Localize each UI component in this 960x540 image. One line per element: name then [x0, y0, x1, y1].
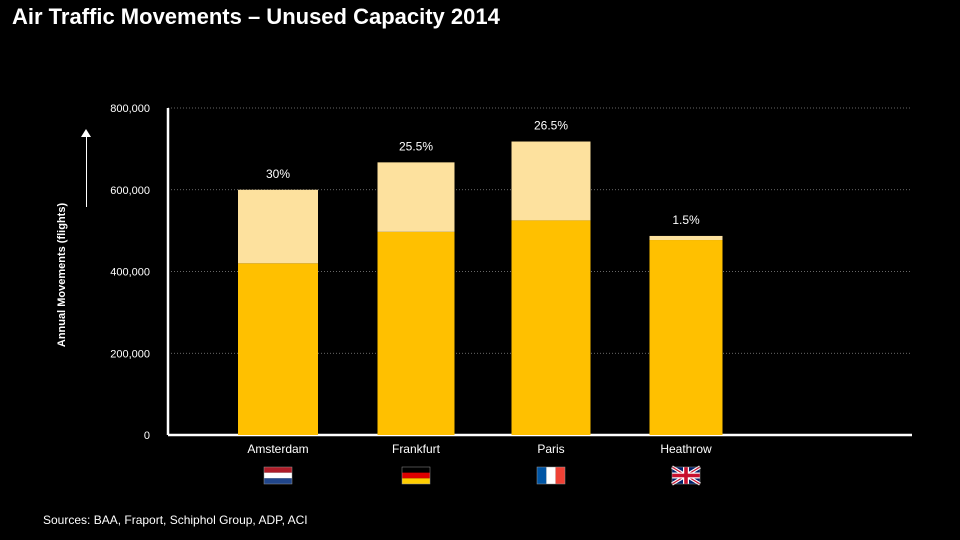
bar-unused	[511, 141, 591, 221]
bar-used	[511, 220, 591, 435]
uk-flag-icon	[671, 465, 701, 486]
bar-used	[377, 231, 455, 435]
chart-title: Air Traffic Movements – Unused Capacity …	[12, 4, 500, 29]
category-label: Amsterdam	[247, 442, 308, 456]
bar-used	[238, 263, 318, 435]
y-tick-label: 200,000	[110, 348, 150, 360]
netherlands-flag-icon	[263, 466, 293, 485]
sources-note: Sources: BAA, Fraport, Schiphol Group, A…	[43, 513, 308, 527]
data-label: 25.5%	[399, 139, 433, 153]
y-tick-label: 0	[144, 430, 150, 442]
y-tick-label: 400,000	[110, 267, 150, 279]
data-label: 30%	[266, 167, 290, 181]
chart: 0 200,000 400,000 600,000 800,000 30% Amsterda…	[110, 103, 912, 486]
bar-unused	[238, 189, 318, 264]
y-tick-label: 800,000	[110, 103, 150, 115]
germany-flag-icon	[401, 466, 431, 485]
france-flag-icon	[536, 466, 566, 485]
up-arrow-icon	[81, 129, 91, 207]
category-label: Paris	[537, 442, 564, 456]
data-label: 1.5%	[672, 213, 700, 227]
bar-unused	[649, 235, 723, 241]
bar-used	[649, 240, 723, 435]
category-label: Frankfurt	[392, 442, 441, 456]
data-label: 26.5%	[534, 119, 568, 133]
y-tick-label: 600,000	[110, 185, 150, 197]
bar-unused	[377, 162, 455, 232]
category-label: Heathrow	[660, 442, 712, 456]
